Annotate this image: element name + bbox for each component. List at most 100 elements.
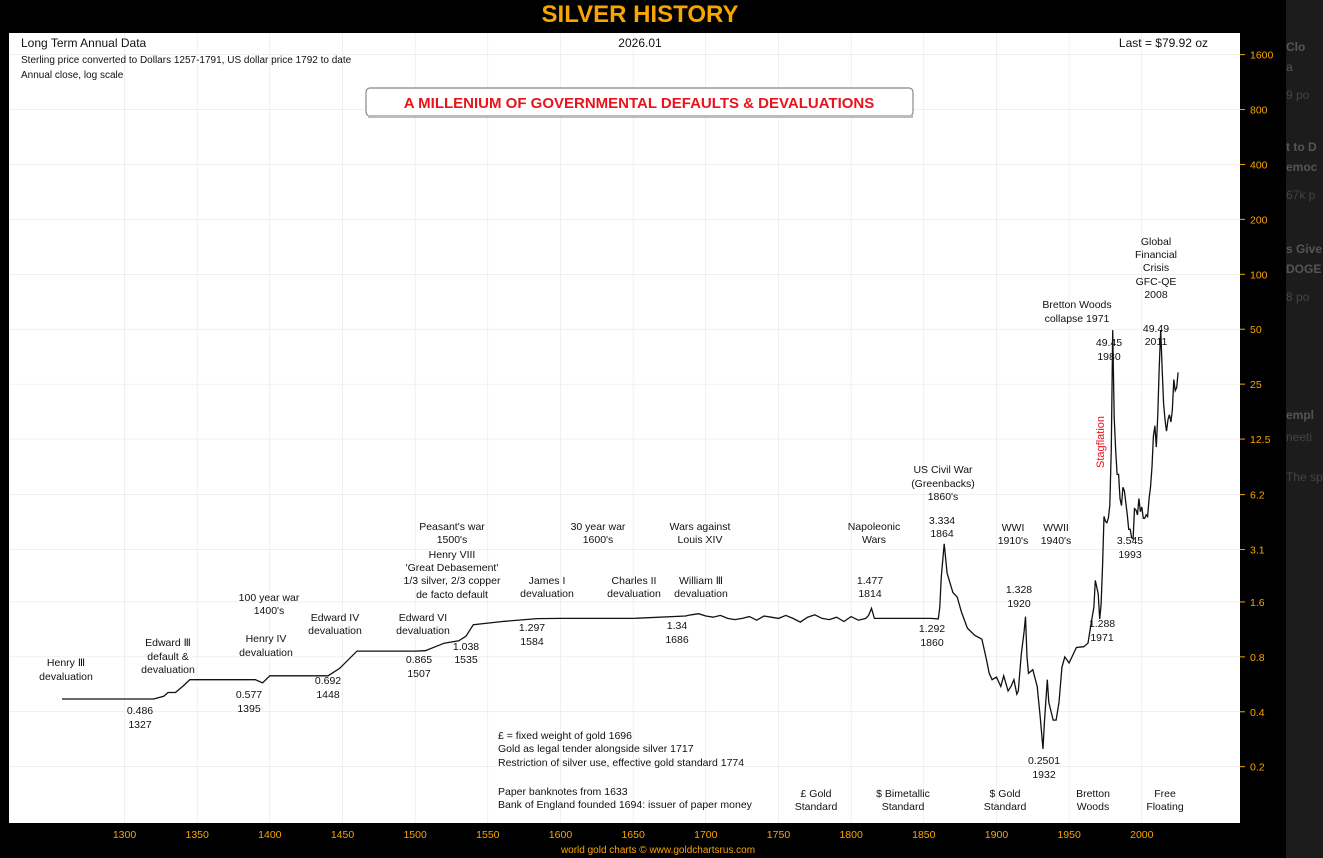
chart-annotation: GFC-QE xyxy=(1136,276,1177,288)
chart-annotation: 1940's xyxy=(1041,535,1072,547)
chart-annotation: de facto default xyxy=(416,589,488,601)
chart-annotation: 2008 xyxy=(1144,289,1168,301)
chart-annotation: 1686 xyxy=(665,634,689,646)
chart-annotation: Edward Ⅲ xyxy=(145,637,191,649)
chart-annotation: WWI xyxy=(1002,522,1025,534)
chart-annotation: Restriction of silver use, effective gol… xyxy=(498,757,744,769)
chart-annotation: 49.49 xyxy=(1143,323,1169,335)
y-tick-label: 0.4 xyxy=(1250,707,1265,719)
chart-annotation: $ Bimetallic xyxy=(876,788,930,800)
chart-annotation: 1860 xyxy=(920,637,944,649)
chart-annotation: (Greenbacks) xyxy=(911,478,975,490)
chart-annotation: devaluation xyxy=(520,588,574,600)
banner-text: A MILLENIUM OF GOVERNMENTAL DEFAULTS & D… xyxy=(404,95,875,112)
chart-annotation: Woods xyxy=(1077,801,1110,813)
side-text: empl xyxy=(1286,408,1315,422)
x-tick-label: 1350 xyxy=(185,829,209,841)
y-tick-label: 100 xyxy=(1250,269,1268,281)
chart-annotation: William Ⅲ xyxy=(679,575,723,587)
y-tick-label: 3.1 xyxy=(1250,545,1265,557)
chart-annotation: Henry IV xyxy=(246,633,287,645)
banner: A MILLENIUM OF GOVERNMENTAL DEFAULTS & D… xyxy=(365,87,914,118)
chart-annotation: devaluation xyxy=(308,625,362,637)
chart-annotation: Bretton Woods xyxy=(1042,299,1111,311)
silver-price-line xyxy=(62,329,1179,750)
x-tick-label: 1400 xyxy=(258,829,282,841)
x-tick-label: 1900 xyxy=(985,829,1009,841)
chart-annotation: 0.865 xyxy=(406,654,432,666)
y-tick-label: 0.8 xyxy=(1250,652,1265,664)
y-tick-label: 50 xyxy=(1250,324,1262,336)
axis-ticks: 1300 1350 1400 1450 1500 1550 1600 1650 1700 1750… xyxy=(113,50,1274,841)
side-text: a xyxy=(1286,60,1293,74)
x-tick-label: 1600 xyxy=(549,829,573,841)
chart-annotation: 1584 xyxy=(520,636,544,648)
x-tick-label: 1850 xyxy=(912,829,936,841)
x-tick-label: 1550 xyxy=(476,829,500,841)
side-text: 8 po xyxy=(1286,290,1310,304)
x-tick-label: 2000 xyxy=(1130,829,1154,841)
note-currency: Sterling price converted to Dollars 1257… xyxy=(21,55,352,66)
background-page-strip: Clo a 9 po t to D emoc 67k p s Give DOGE… xyxy=(1286,0,1323,858)
chart-annotation: Global xyxy=(1141,236,1171,248)
chart-annotation: 1.288 xyxy=(1089,618,1115,630)
chart-annotation: default & xyxy=(147,651,188,663)
chart-annotation: collapse 1971 xyxy=(1045,313,1110,325)
y-tick-label: 200 xyxy=(1250,214,1268,226)
x-tick-label: 1650 xyxy=(621,829,645,841)
side-text: emoc xyxy=(1286,160,1318,174)
chart-annotation: devaluation xyxy=(674,588,728,600)
x-tick-label: 1800 xyxy=(839,829,863,841)
last-price-label: Last = $79.92 oz xyxy=(1119,36,1208,50)
chart-annotation: 1507 xyxy=(407,668,431,680)
date-label: 2026.01 xyxy=(618,36,662,50)
side-text: 67k p xyxy=(1286,188,1316,202)
chart-annotation: Floating xyxy=(1146,801,1184,813)
chart-annotation: 1.34 xyxy=(667,620,688,632)
x-tick-label: 1450 xyxy=(331,829,355,841)
chart-annotation: 2011 xyxy=(1145,336,1168,348)
chart-annotation: devaluation xyxy=(607,588,661,600)
chart-annotation: $ Gold xyxy=(990,788,1021,800)
x-tick-label: 1700 xyxy=(694,829,718,841)
y-tick-label: 6.2 xyxy=(1250,490,1265,502)
chart-annotation: 30 year war xyxy=(571,521,626,533)
chart-annotation: Peasant's war xyxy=(419,521,485,533)
y-tick-label: 0.2 xyxy=(1250,762,1265,774)
chart-annotation: 1932 xyxy=(1032,769,1056,781)
y-tick-label: 400 xyxy=(1250,159,1268,171)
chart-annotation: 0.577 xyxy=(236,689,262,701)
chart-annotation: Crisis xyxy=(1143,262,1169,274)
chart-annotation: Gold as legal tender alongside silver 17… xyxy=(498,743,694,755)
note-scale: Annual close, log scale xyxy=(21,70,124,81)
chart-annotation: 1448 xyxy=(316,689,340,701)
chart-annotation: 3.334 xyxy=(929,515,955,527)
chart-annotation: devaluation xyxy=(39,671,93,683)
y-tick-label: 12.5 xyxy=(1250,434,1271,446)
chart-annotation: 1993 xyxy=(1118,549,1142,561)
chart-annotation: 1971 xyxy=(1090,632,1114,644)
chart-annotation: Wars xyxy=(862,534,886,546)
side-text: 9 po xyxy=(1286,88,1310,102)
chart-annotation: 1535 xyxy=(454,654,478,666)
chart-annotation: 1910's xyxy=(998,535,1029,547)
chart-annotation: 1860's xyxy=(928,491,959,503)
side-text: DOGE xyxy=(1286,262,1322,276)
chart-annotation: Bank of England founded 1694: issuer of … xyxy=(498,799,753,811)
chart-annotation: 0.692 xyxy=(315,675,341,687)
x-tick-label: 1300 xyxy=(113,829,137,841)
chart-annotation: 0.486 xyxy=(127,705,153,717)
chart-annotation: 100 year war xyxy=(239,592,300,604)
chart-annotation: 'Great Debasement' xyxy=(406,562,499,574)
chart-annotation: Napoleonic xyxy=(848,521,901,533)
y-tick-label: 800 xyxy=(1250,105,1268,117)
side-text: neeti xyxy=(1286,430,1313,444)
chart-annotation: 1.038 xyxy=(453,641,479,653)
chart-annotation: 1395 xyxy=(237,703,261,715)
chart-annotation: 0.2501 xyxy=(1028,755,1060,767)
x-tick-label: 1750 xyxy=(767,829,791,841)
chart-annotation: Standard xyxy=(795,801,838,813)
chart-annotation: 1920 xyxy=(1007,598,1031,610)
chart-annotation: Financial xyxy=(1135,249,1177,261)
